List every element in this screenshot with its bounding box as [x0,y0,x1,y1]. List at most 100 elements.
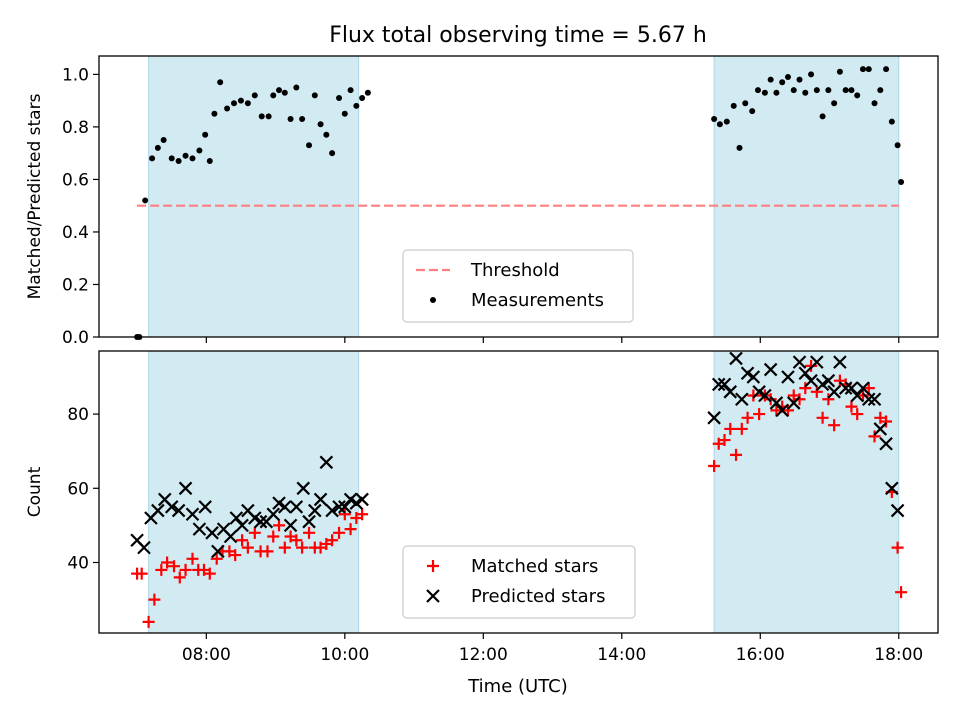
y-tick-label: 0.8 [62,118,89,138]
count-panel: 40 60 80 08:00 10:00 12:00 14:00 16:00 18:00 Coun… [25,350,939,665]
matched-star-point [186,552,199,565]
predicted-star-point [308,503,322,518]
matched-star-point [338,508,351,521]
predicted-star-point [302,514,316,529]
predicted-star-point [289,500,304,514]
measurement-point [894,142,901,149]
measurement-point [790,87,797,94]
measurement-point [723,118,730,125]
measurement-point [736,144,743,151]
predicted-star-point [313,492,328,507]
matched-star-point [203,567,216,580]
chart-title: Flux total observing time = 5.67 h [329,23,707,48]
matched-star-point [856,389,869,402]
measurement-point [341,110,348,117]
predicted-star-point [151,503,165,518]
measurement-point [189,155,196,162]
matched-star-point [730,448,743,461]
predicted-star-point [338,500,352,514]
predicted-star-point [198,500,212,514]
matched-star-point [290,534,303,547]
matched-star-point [303,526,316,539]
matched-star-point [344,523,357,536]
legend-label: Measurements [471,290,604,311]
matched-star-point [142,615,155,628]
matched-star-point [891,541,904,554]
matched-star-point [241,541,254,554]
matched-star-point [851,408,864,421]
predicted-star-point [185,507,200,522]
legend-predicted-swatch [426,589,440,603]
predicted-star-point [798,366,813,381]
measurement-point [287,116,294,123]
matched-star-point [747,389,760,402]
observing-window-band [148,350,360,634]
observing-window-band [713,55,900,338]
x-axis-label: Time (UTC) [467,676,568,697]
measurement-point [149,155,156,162]
y-tick-label: 60 [67,479,89,499]
matched-star-point [179,563,192,576]
measurement-point [842,87,849,94]
measurement-point [244,100,251,107]
axes-frame [98,350,939,634]
measurement-point [898,179,905,186]
predicted-star-point [278,500,292,514]
predicted-star-point [723,385,738,399]
predicted-star-point [711,377,726,392]
predicted-star-point [792,355,807,369]
measurement-point [317,121,324,128]
predicted-star-point [821,373,836,388]
predicted-star-point [827,385,841,399]
y-tick-label: 0.0 [62,328,89,348]
measurement-point [265,113,272,120]
y-axis-label: Matched/Predicted stars [25,93,45,299]
measurement-point [353,102,360,109]
legend-matched-swatch [427,560,439,572]
measurement-point [848,87,855,94]
matched-star-point [805,359,818,372]
measurement-point [311,92,318,99]
legend-box [402,249,634,323]
measurement-point [182,152,189,159]
matched-star-point [296,541,309,554]
predicted-star-point [211,544,225,559]
predicted-star-point [178,481,193,496]
matched-star-point [845,400,858,413]
measurement-point [711,116,718,123]
measurement-point [323,131,330,138]
predicted-star-point [205,526,219,540]
measurement-point [825,87,832,94]
measurement-point [168,155,175,162]
x-tick-label: 16:00 [736,645,785,665]
matched-star-point [799,382,812,395]
matched-star-point [210,552,223,565]
y-axis-label: Count [25,466,45,517]
predicted-star-point [266,507,281,522]
matched-star-point [173,571,186,584]
predicted-star-point [235,518,249,533]
measurement-point [754,87,761,94]
measurement-point [854,92,861,99]
predicted-star-point [707,411,721,425]
predicted-star-point [137,540,151,555]
matched-star-point [862,382,875,395]
matched-star-point [880,415,893,428]
predicted-star-point [355,492,369,507]
predicted-star-point [775,403,789,418]
legend-measurement-swatch [430,297,436,303]
measurement-point [154,144,161,151]
measurement-point [231,100,238,107]
measurement-point [808,71,815,78]
measurement-point [888,118,895,125]
predicted-star-point [804,373,818,388]
matched-star-point [273,519,286,532]
matched-star-point [718,434,731,447]
measurement-point [784,74,791,81]
predicted-star-point [769,396,784,410]
measurement-point [877,87,884,94]
matched-star-point [267,530,280,543]
matched-star-point [810,385,823,398]
measurement-point [281,89,288,96]
